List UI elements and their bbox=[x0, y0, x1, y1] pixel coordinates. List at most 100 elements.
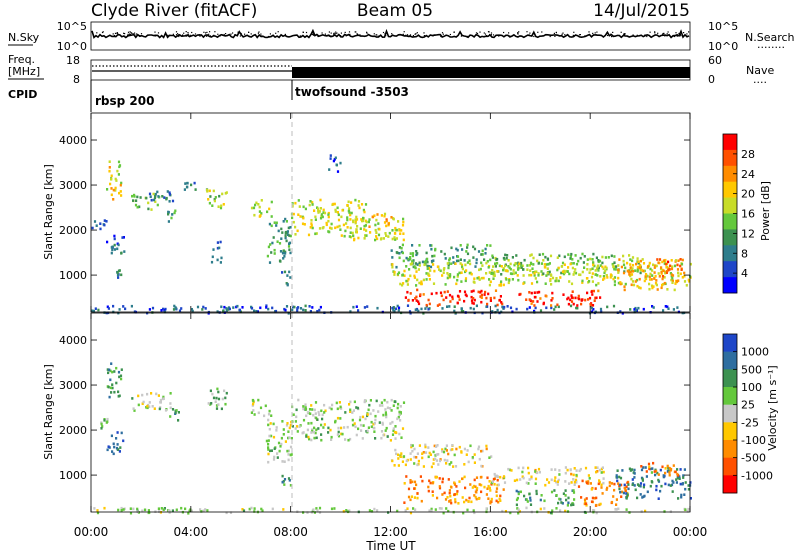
range-cell bbox=[678, 477, 681, 480]
colorbar-tick-label: 24 bbox=[741, 168, 755, 181]
range-cell bbox=[570, 472, 573, 476]
range-cell bbox=[448, 258, 451, 262]
range-cell bbox=[288, 426, 291, 430]
nsearch-dot bbox=[649, 31, 651, 33]
range-cell bbox=[499, 499, 502, 502]
range-cell bbox=[453, 309, 456, 313]
range-cell bbox=[391, 237, 394, 241]
range-cell bbox=[570, 252, 573, 256]
range-cell bbox=[596, 466, 599, 469]
range-cell bbox=[408, 310, 412, 313]
range-cell bbox=[111, 386, 114, 390]
range-cell bbox=[653, 470, 656, 473]
range-cell bbox=[517, 492, 520, 496]
range-cell bbox=[161, 195, 164, 198]
range-cell bbox=[668, 473, 671, 477]
range-cell bbox=[108, 395, 111, 399]
range-cell bbox=[373, 430, 376, 433]
range-cell bbox=[515, 503, 518, 507]
nsearch-dot bbox=[349, 33, 351, 35]
range-cell bbox=[325, 221, 328, 225]
range-cell bbox=[94, 307, 97, 310]
range-cell bbox=[561, 502, 564, 505]
range-cell bbox=[494, 262, 497, 265]
range-cell bbox=[112, 188, 115, 192]
range-cell bbox=[667, 483, 670, 487]
range-cell bbox=[590, 306, 594, 310]
range-cell bbox=[417, 459, 420, 463]
range-cell bbox=[302, 418, 306, 422]
range-cell bbox=[307, 422, 310, 425]
range-cell bbox=[455, 259, 459, 263]
range-cell bbox=[550, 478, 553, 482]
range-cell bbox=[631, 280, 635, 283]
range-cell bbox=[271, 306, 274, 310]
range-cell bbox=[317, 410, 320, 414]
nsearch-dot bbox=[503, 31, 505, 34]
range-cell bbox=[419, 475, 422, 478]
range-cell bbox=[667, 466, 670, 470]
range-cell bbox=[471, 456, 474, 459]
range-cell bbox=[270, 434, 273, 438]
range-cell bbox=[416, 492, 419, 495]
range-cell bbox=[517, 508, 520, 511]
range-cell bbox=[218, 246, 221, 250]
range-cell bbox=[543, 499, 546, 503]
range-cell bbox=[292, 413, 295, 416]
range-cell bbox=[577, 294, 580, 298]
range-cell bbox=[364, 417, 367, 421]
range-cell bbox=[582, 261, 585, 264]
range-cell bbox=[211, 392, 214, 396]
range-cell bbox=[129, 507, 132, 510]
range-cell bbox=[653, 271, 656, 274]
range-cell bbox=[567, 266, 570, 269]
range-cell bbox=[108, 160, 111, 163]
range-cell bbox=[487, 497, 490, 500]
range-cell bbox=[373, 507, 376, 511]
range-cell bbox=[595, 503, 598, 507]
range-cell bbox=[355, 406, 358, 409]
range-cell bbox=[650, 278, 653, 281]
range-cell bbox=[446, 305, 449, 308]
power-cbar-label: Power [dB] bbox=[759, 181, 772, 241]
range-cell bbox=[567, 496, 570, 500]
range-cell bbox=[530, 253, 533, 256]
range-cell bbox=[360, 429, 363, 432]
nsearch-dot bbox=[167, 34, 169, 36]
range-cell bbox=[495, 490, 498, 493]
range-cell bbox=[662, 259, 666, 262]
range-cell bbox=[222, 309, 225, 313]
range-cell bbox=[459, 244, 462, 247]
range-cell bbox=[499, 475, 502, 479]
range-cell bbox=[463, 475, 466, 479]
range-cell bbox=[486, 244, 489, 247]
range-cell bbox=[679, 272, 682, 276]
range-cell bbox=[638, 277, 641, 281]
range-cell bbox=[572, 478, 575, 481]
range-cell bbox=[402, 217, 405, 221]
range-cell bbox=[605, 488, 608, 491]
range-cell bbox=[391, 459, 394, 463]
x-tick-label: 08:00 bbox=[273, 525, 308, 539]
range-cell bbox=[411, 262, 414, 265]
range-cell bbox=[558, 469, 561, 472]
range-cell bbox=[271, 241, 274, 245]
range-cell bbox=[289, 234, 292, 238]
range-cell bbox=[137, 403, 140, 407]
nsearch-dot bbox=[508, 32, 510, 34]
range-cell bbox=[402, 238, 405, 242]
range-cell bbox=[629, 469, 632, 472]
range-cell bbox=[168, 511, 171, 514]
range-cell bbox=[332, 202, 335, 206]
range-cell bbox=[575, 473, 578, 477]
range-cell bbox=[554, 468, 557, 471]
range-cell bbox=[265, 439, 268, 443]
range-cell bbox=[267, 439, 270, 442]
range-cell bbox=[460, 309, 463, 313]
range-cell bbox=[635, 278, 639, 282]
range-cell bbox=[585, 504, 588, 507]
range-cell bbox=[480, 300, 483, 304]
range-cell bbox=[267, 452, 270, 456]
range-cell bbox=[120, 368, 123, 371]
range-cell bbox=[346, 216, 349, 219]
